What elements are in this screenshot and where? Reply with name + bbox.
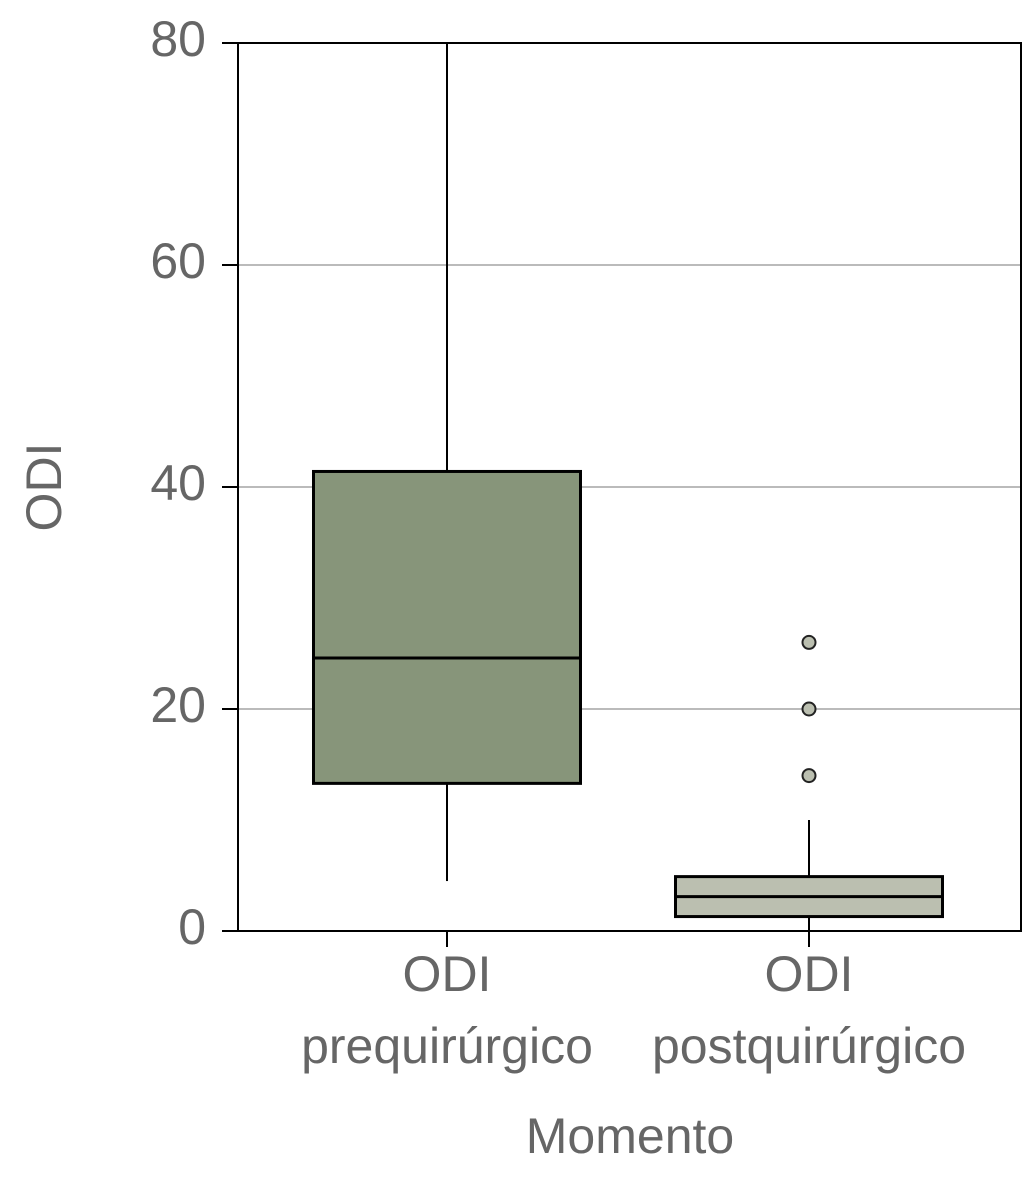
y-tick-label: 40 xyxy=(150,455,206,511)
y-tick-label: 20 xyxy=(150,677,206,733)
x-tick-label: ODI xyxy=(765,946,854,1002)
y-tick-label: 0 xyxy=(178,899,206,955)
outlier xyxy=(801,634,817,650)
plot-frame xyxy=(237,42,1022,932)
outlier xyxy=(801,768,817,784)
outlier xyxy=(801,701,817,717)
y-axis-label: ODI xyxy=(16,443,72,532)
y-tick-label: 80 xyxy=(150,11,206,67)
x-tick-label: postquirúrgico xyxy=(652,1018,966,1074)
y-tick-label: 60 xyxy=(150,233,206,289)
box xyxy=(312,469,582,785)
x-axis-label: Momento xyxy=(526,1108,734,1164)
x-tick-label: prequirúrgico xyxy=(301,1018,593,1074)
x-tick-label: ODI xyxy=(403,946,492,1002)
